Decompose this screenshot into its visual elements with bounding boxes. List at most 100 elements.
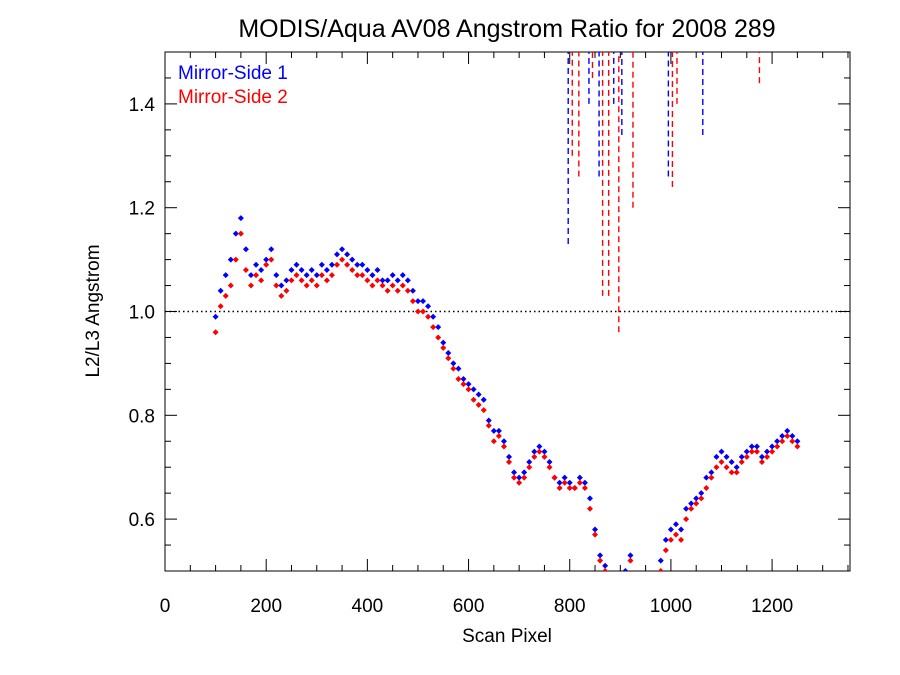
point-mirror-side-2 xyxy=(586,505,593,512)
point-mirror-side-2 xyxy=(485,422,492,429)
point-mirror-side-1 xyxy=(581,479,588,486)
point-mirror-side-1 xyxy=(460,375,467,382)
point-mirror-side-1 xyxy=(703,474,710,481)
point-mirror-side-1 xyxy=(384,277,391,284)
point-mirror-side-2 xyxy=(643,594,649,600)
point-mirror-side-2 xyxy=(576,479,583,486)
point-mirror-side-2 xyxy=(490,438,497,445)
point-mirror-side-2 xyxy=(794,443,801,450)
point-mirror-side-1 xyxy=(334,251,341,258)
point-mirror-side-2 xyxy=(784,433,791,440)
point-mirror-side-1 xyxy=(794,438,801,445)
point-mirror-side-2 xyxy=(399,282,406,289)
point-mirror-side-1 xyxy=(313,272,320,279)
point-mirror-side-1 xyxy=(273,272,280,279)
point-mirror-side-2 xyxy=(430,324,437,331)
x-tick-label: 1000 xyxy=(650,596,692,617)
point-mirror-side-2 xyxy=(495,433,502,440)
point-mirror-side-2 xyxy=(693,500,700,507)
point-mirror-side-1 xyxy=(521,469,528,476)
point-mirror-side-1 xyxy=(627,552,634,559)
point-mirror-side-2 xyxy=(263,261,270,268)
point-mirror-side-1 xyxy=(657,557,664,564)
point-mirror-side-1 xyxy=(328,261,335,268)
point-mirror-side-2 xyxy=(753,448,760,455)
point-mirror-side-1 xyxy=(708,469,715,476)
point-mirror-side-1 xyxy=(774,438,781,445)
point-mirror-side-2 xyxy=(774,443,781,450)
point-mirror-side-2 xyxy=(440,344,447,351)
point-mirror-side-2 xyxy=(566,484,573,491)
point-mirror-side-1 xyxy=(753,443,760,450)
point-mirror-side-2 xyxy=(733,469,740,476)
point-mirror-side-1 xyxy=(227,256,234,263)
point-mirror-side-1 xyxy=(404,277,411,284)
point-mirror-side-1 xyxy=(738,453,745,460)
point-mirror-side-1 xyxy=(566,479,573,486)
point-mirror-side-2 xyxy=(667,536,674,543)
point-mirror-side-2 xyxy=(268,256,275,263)
point-mirror-side-2 xyxy=(511,474,518,481)
point-mirror-side-1 xyxy=(409,287,416,294)
point-mirror-side-2 xyxy=(617,589,623,595)
point-mirror-side-1 xyxy=(258,266,265,273)
point-mirror-side-2 xyxy=(612,584,618,590)
point-mirror-side-2 xyxy=(648,589,654,595)
point-mirror-side-1 xyxy=(612,578,618,584)
point-mirror-side-1 xyxy=(769,443,776,450)
point-mirror-side-2 xyxy=(374,277,381,284)
point-mirror-side-1 xyxy=(556,479,563,486)
point-mirror-side-2 xyxy=(470,396,477,403)
point-mirror-side-1 xyxy=(430,313,437,320)
point-mirror-side-1 xyxy=(232,230,239,237)
point-mirror-side-1 xyxy=(779,433,786,440)
point-mirror-side-2 xyxy=(455,375,462,382)
point-mirror-side-2 xyxy=(632,578,638,584)
point-mirror-side-2 xyxy=(789,438,796,445)
point-mirror-side-1 xyxy=(683,505,690,512)
point-mirror-side-2 xyxy=(638,589,644,595)
point-mirror-side-1 xyxy=(308,266,315,273)
point-mirror-side-2 xyxy=(318,272,325,279)
point-mirror-side-1 xyxy=(374,266,381,273)
point-mirror-side-1 xyxy=(511,469,518,476)
point-mirror-side-2 xyxy=(521,474,528,481)
point-mirror-side-1 xyxy=(784,427,791,434)
point-mirror-side-1 xyxy=(526,459,533,466)
point-mirror-side-1 xyxy=(672,521,679,528)
point-mirror-side-1 xyxy=(217,287,224,294)
point-mirror-side-2 xyxy=(293,272,300,279)
point-mirror-side-1 xyxy=(733,464,740,471)
point-mirror-side-1 xyxy=(364,266,371,273)
point-mirror-side-1 xyxy=(743,448,750,455)
point-mirror-side-2 xyxy=(339,256,346,263)
point-mirror-side-2 xyxy=(354,272,361,279)
point-mirror-side-1 xyxy=(713,453,720,460)
point-mirror-side-1 xyxy=(237,215,244,222)
point-mirror-side-1 xyxy=(643,589,649,595)
point-mirror-side-2 xyxy=(602,568,609,571)
point-mirror-side-2 xyxy=(480,407,487,414)
point-mirror-side-1 xyxy=(490,427,497,434)
legend: Mirror-Side 1 Mirror-Side 2 xyxy=(178,63,288,108)
point-mirror-side-2 xyxy=(379,282,386,289)
point-mirror-side-1 xyxy=(303,272,310,279)
point-mirror-side-1 xyxy=(248,272,255,279)
y-tick-label: 0.6 xyxy=(129,510,155,531)
x-tick-label: 1200 xyxy=(751,596,793,617)
point-mirror-side-1 xyxy=(531,448,538,455)
point-mirror-side-1 xyxy=(425,303,432,310)
point-mirror-side-2 xyxy=(581,484,588,491)
point-mirror-side-1 xyxy=(546,459,553,466)
point-mirror-side-2 xyxy=(222,292,229,299)
point-mirror-side-1 xyxy=(253,261,260,268)
point-mirror-side-2 xyxy=(273,282,280,289)
point-mirror-side-2 xyxy=(364,277,371,284)
point-mirror-side-2 xyxy=(516,479,523,486)
point-mirror-side-2 xyxy=(242,266,249,273)
point-mirror-side-1 xyxy=(298,266,305,273)
point-mirror-side-1 xyxy=(242,246,249,253)
point-mirror-side-1 xyxy=(728,459,735,466)
y-tick-label: 1.2 xyxy=(129,199,155,220)
point-mirror-side-1 xyxy=(723,453,730,460)
